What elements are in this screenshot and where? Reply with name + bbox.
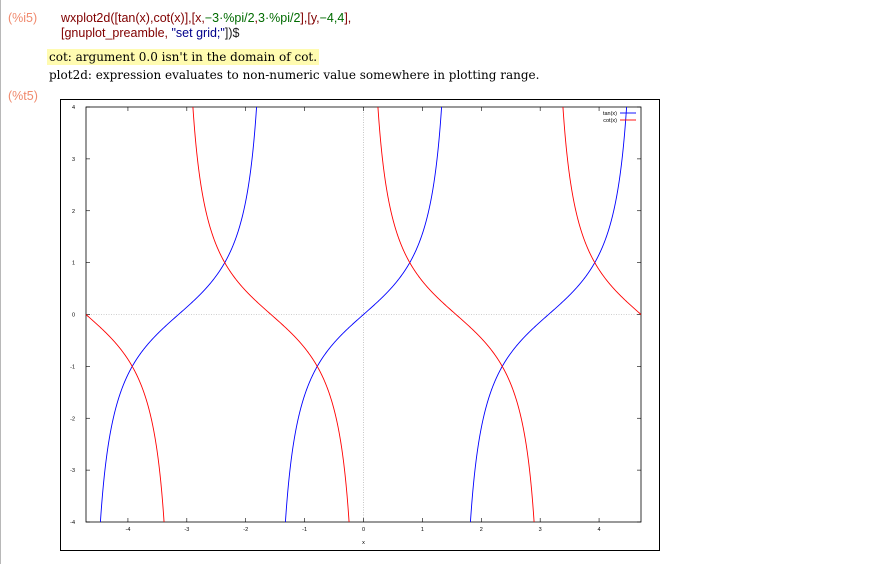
x-tick-label: -1 (302, 527, 307, 533)
y-tick-label: 1 (72, 261, 75, 267)
code-token: (x)],[x, (170, 11, 205, 25)
code-token: ], (344, 11, 352, 25)
series-line-tan (99, 107, 628, 522)
y-tick-label: 3 (72, 157, 75, 163)
legend-label: tan(x) (603, 111, 617, 117)
x-tick-label: 3 (539, 527, 542, 533)
x-axis-label: x (362, 540, 365, 546)
x-tick-label: 4 (598, 527, 601, 533)
plot-frame: -4 -3 -2 -1 0 1 2 3 4 -4 -3 -2 -1 0 1 2 3 4 x tan(x) cot(x) (60, 99, 660, 551)
series-line-cot (86, 107, 641, 522)
cell-bracket-line (0, 0, 1, 564)
x-tick-label: -3 (184, 527, 189, 533)
x-tick-label: 2 (480, 527, 483, 533)
x-tick-label: -2 (243, 527, 248, 533)
x-tick-label: 0 (362, 527, 365, 533)
info-message: plot2d: expression evaluates to non-nume… (49, 68, 540, 82)
output-label: (%t5) (8, 89, 38, 103)
code-token: , (254, 11, 259, 25)
code-token: −3·%pi/2 (204, 11, 255, 25)
warning-message: cot: argument 0.0 isn't in the domain of… (47, 49, 320, 65)
code-token: ])$ (224, 26, 240, 40)
code-token: "set grid;" (171, 26, 225, 40)
code-token: wxplot2d (61, 11, 111, 25)
code-token: −4,4 (319, 11, 345, 25)
input-label: (%i5) (8, 11, 38, 25)
plot-canvas: -4 -3 -2 -1 0 1 2 3 4 -4 -3 -2 -1 0 1 2 3 4 x tan(x)cot(x) (70, 105, 642, 546)
y-tick-label: 4 (72, 105, 75, 111)
y-tick-label: -4 (70, 520, 75, 526)
code-token: cot (153, 11, 171, 25)
y-tick-label: -1 (70, 364, 75, 370)
code-token: ([ (110, 11, 118, 25)
y-tick-label: -2 (70, 416, 75, 422)
code-token: tan (117, 11, 136, 25)
code-token: ],[y, (300, 11, 320, 25)
x-tick-label: 1 (421, 527, 424, 533)
y-tick-label: 0 (72, 313, 75, 319)
code-token: [gnuplot_preamble, (61, 26, 172, 40)
code-token: (x), (135, 11, 154, 25)
y-tick-label: 2 (72, 209, 75, 215)
code-token: 3·%pi/2 (258, 11, 301, 25)
input-command-line-1[interactable]: wxplot2d([tan(x),cot(x)],[x,−3·%pi/2,3·%… (61, 11, 351, 26)
input-command-line-2[interactable]: [gnuplot_preamble, "set grid;"])$ (61, 26, 239, 41)
x-tick-label: -4 (125, 527, 130, 533)
y-tick-label: -3 (70, 468, 75, 474)
legend-label: cot(x) (603, 118, 617, 124)
